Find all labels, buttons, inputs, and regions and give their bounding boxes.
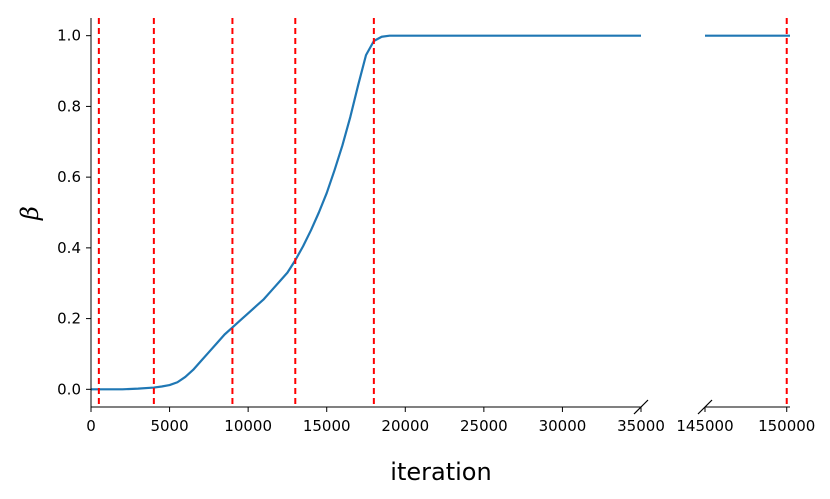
x-tick-label: 35000 xyxy=(617,417,665,435)
plot-area xyxy=(91,18,790,407)
x-axis-title: iteration xyxy=(390,458,491,486)
axes: 0.0 0.2 0.4 0.6 0.8 1.0 0 5000 10000 15000 20000 25… xyxy=(57,18,815,435)
y-tick-label: 0.0 xyxy=(57,380,81,398)
series-line-segment-1 xyxy=(91,34,641,391)
x-tick-label: 10000 xyxy=(224,417,272,435)
y-tick-label: 0.4 xyxy=(57,239,81,257)
x-tick-label: 0 xyxy=(86,417,96,435)
x-tick-label: 25000 xyxy=(460,417,508,435)
x-tick-label: 145000 xyxy=(676,417,733,435)
x-tick-label: 15000 xyxy=(303,417,351,435)
x-tick-label: 5000 xyxy=(150,417,188,435)
x-tick-label: 30000 xyxy=(539,417,587,435)
x-tick-label: 150000 xyxy=(758,417,815,435)
y-tick-label: 1.0 xyxy=(57,27,81,45)
y-tick-label: 0.6 xyxy=(57,168,81,186)
y-axis-title: β xyxy=(16,206,44,221)
y-tick-label: 0.8 xyxy=(57,97,81,115)
y-tick-label: 0.2 xyxy=(57,310,81,328)
x-tick-label: 20000 xyxy=(381,417,429,435)
